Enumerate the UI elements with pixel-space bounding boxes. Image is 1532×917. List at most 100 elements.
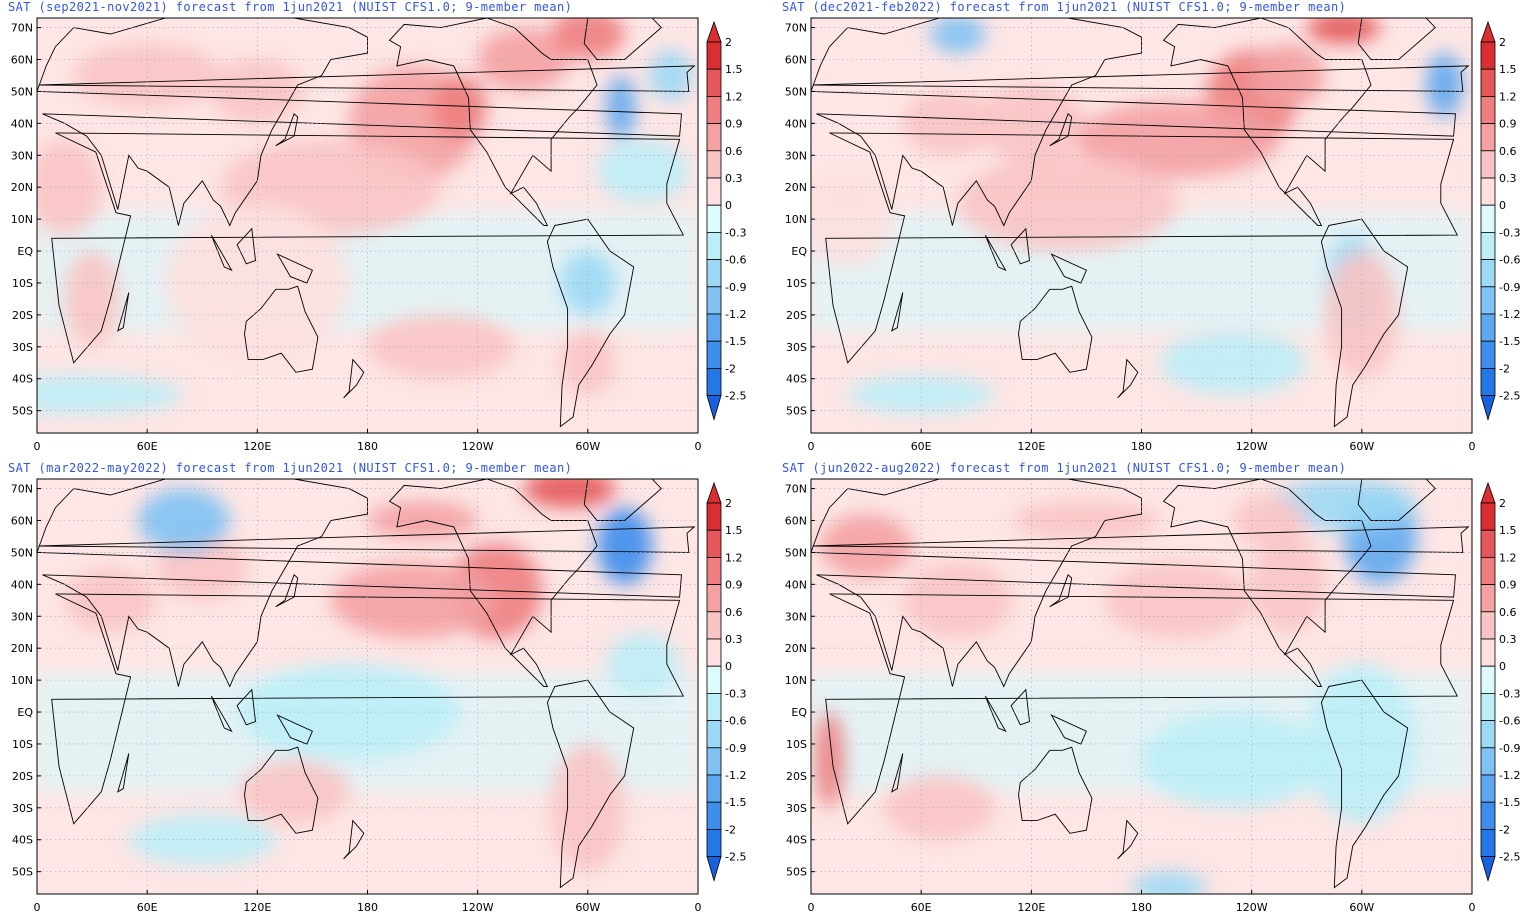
colorbar-swatch [1480, 68, 1496, 97]
colorbar-cap-top [1480, 20, 1496, 43]
anomaly-blob [165, 203, 350, 363]
map-svg: 70N 60N 50N 40N 30N 20N 10N EQ 10S 20S 30S 40S 50S 0 6… [11, 478, 746, 914]
colorbar-label: 0.3 [725, 172, 743, 185]
lon-label: 180 [1131, 440, 1152, 453]
colorbar-swatch [1480, 638, 1496, 667]
map-panel: SAT (dec2021-feb2022) forecast from 1jun… [774, 0, 1532, 456]
colorbar-swatch [1480, 557, 1496, 586]
lon-label: 120E [243, 901, 271, 914]
colorbar-label: 0.3 [725, 633, 743, 646]
colorbar-swatch [706, 692, 722, 721]
colorbar-label: 0 [725, 199, 732, 212]
coastline [1117, 819, 1139, 860]
colorbar-label: -2 [1499, 362, 1510, 375]
coastline [812, 65, 1470, 92]
lon-label: 0 [695, 440, 702, 453]
coastline [210, 234, 233, 272]
lat-label: EQ [17, 245, 33, 258]
colorbar-swatch [706, 177, 722, 206]
lat-label: 50N [785, 546, 807, 559]
colorbar-swatch [706, 204, 722, 233]
anomaly-blob [238, 664, 460, 760]
anomaly-blob [884, 775, 995, 840]
lat-label: 60N [11, 54, 33, 67]
coastline [236, 227, 256, 265]
colorbar-label: -2.5 [725, 851, 746, 864]
colorbar-label: -1.2 [725, 308, 746, 321]
colorbar-swatch [706, 96, 722, 125]
colorbar-swatch [706, 340, 722, 369]
coastline [343, 358, 365, 399]
coastline [891, 292, 904, 332]
colorbar-swatch [706, 611, 722, 640]
coastline [244, 285, 319, 373]
coastline [117, 753, 130, 793]
lat-label: 40S [786, 834, 807, 847]
coastline [1050, 253, 1087, 284]
colorbar-cap-top [706, 20, 722, 43]
colorbar-label: -1.5 [1499, 335, 1520, 348]
coastline [210, 695, 233, 733]
lat-label: 70N [785, 22, 807, 35]
coastline [812, 526, 1470, 553]
colorbar-label: 0.3 [1499, 172, 1517, 185]
lat-label: 10S [786, 738, 807, 751]
lat-label: 40N [785, 578, 807, 591]
lon-label: 120E [1017, 901, 1045, 914]
colorbar-swatch [1480, 259, 1496, 288]
lat-label: 50N [11, 85, 33, 98]
coastline [37, 479, 682, 688]
colorbar-swatch [706, 286, 722, 315]
lat-label: 20N [785, 642, 807, 655]
coastline [583, 479, 662, 521]
anomaly-blob [138, 488, 230, 553]
colorbar-label: -0.3 [1499, 226, 1520, 239]
lon-label: 120E [243, 440, 271, 453]
colorbar-label: 0.9 [725, 118, 743, 131]
lat-label: 30N [785, 149, 807, 162]
colorbar-label: -1.5 [725, 796, 746, 809]
lon-label: 60E [911, 901, 932, 914]
colorbar-swatch [1480, 96, 1496, 125]
lon-label: 0 [808, 901, 815, 914]
lat-label: 30N [11, 149, 33, 162]
lat-label: 30S [12, 341, 33, 354]
coastline [38, 526, 696, 553]
colorbar-swatch [1480, 231, 1496, 260]
anomaly-blob [976, 85, 1087, 162]
colorbar-label: 2 [1499, 497, 1506, 510]
colorbar-swatch [1480, 204, 1496, 233]
anomaly-blob [73, 43, 221, 108]
anomaly-blob [367, 314, 515, 379]
lat-label: 10N [785, 674, 807, 687]
colorbar-label: -2 [1499, 823, 1510, 836]
colorbar-label: -2 [725, 823, 736, 836]
colorbar-label: -2.5 [725, 390, 746, 403]
lat-label: 60N [785, 54, 807, 67]
colorbar-label: -0.3 [725, 226, 746, 239]
anomaly-blob [820, 514, 912, 578]
lat-label: 60N [11, 515, 33, 528]
coastline [1010, 688, 1030, 726]
colorbar-label: -0.6 [1499, 254, 1520, 267]
map-svg: 70N 60N 50N 40N 30N 20N 10N EQ 10S 20S 30S 40S 50S 0 6… [11, 17, 746, 453]
colorbar-label: 0 [1499, 199, 1506, 212]
lat-label: 20N [11, 642, 33, 655]
colorbar-swatch [1480, 801, 1496, 830]
anomaly-blob [64, 251, 120, 347]
colorbar-label: 0.6 [725, 606, 743, 619]
coastline [275, 574, 299, 608]
colorbar-label: -0.6 [1499, 715, 1520, 728]
anomaly-blob [1132, 871, 1206, 894]
colorbar-swatch [1480, 584, 1496, 613]
coastline [1162, 479, 1372, 687]
coastline [117, 292, 130, 332]
lon-label: 120W [1236, 901, 1268, 914]
anomaly-blob [560, 251, 616, 315]
panel-title: SAT (sep2021-nov2021) forecast from 1jun… [8, 0, 573, 14]
lon-label: 180 [1131, 901, 1152, 914]
panel-title: SAT (mar2022-may2022) forecast from 1jun… [8, 461, 573, 475]
colorbar-swatch [706, 150, 722, 179]
colorbar-swatch [706, 720, 722, 749]
colorbar-swatch [706, 231, 722, 260]
